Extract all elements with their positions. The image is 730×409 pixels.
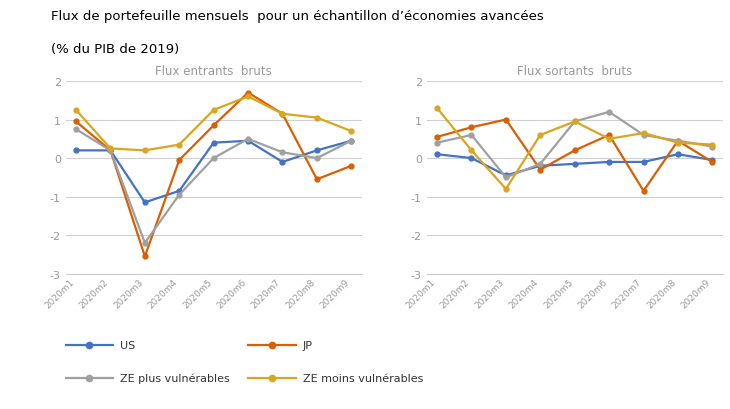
Title: Flux sortants  bruts: Flux sortants bruts [517, 65, 632, 78]
Text: US: US [120, 341, 136, 351]
Text: Flux de portefeuille mensuels  pour un échantillon d’économies avancées: Flux de portefeuille mensuels pour un éc… [51, 10, 544, 23]
Text: (% du PIB de 2019): (% du PIB de 2019) [51, 43, 180, 56]
Text: ZE plus vulnérables: ZE plus vulnérables [120, 373, 230, 384]
Text: ZE moins vulnérables: ZE moins vulnérables [303, 373, 423, 383]
Text: JP: JP [303, 341, 313, 351]
Title: Flux entrants  bruts: Flux entrants bruts [155, 65, 272, 78]
